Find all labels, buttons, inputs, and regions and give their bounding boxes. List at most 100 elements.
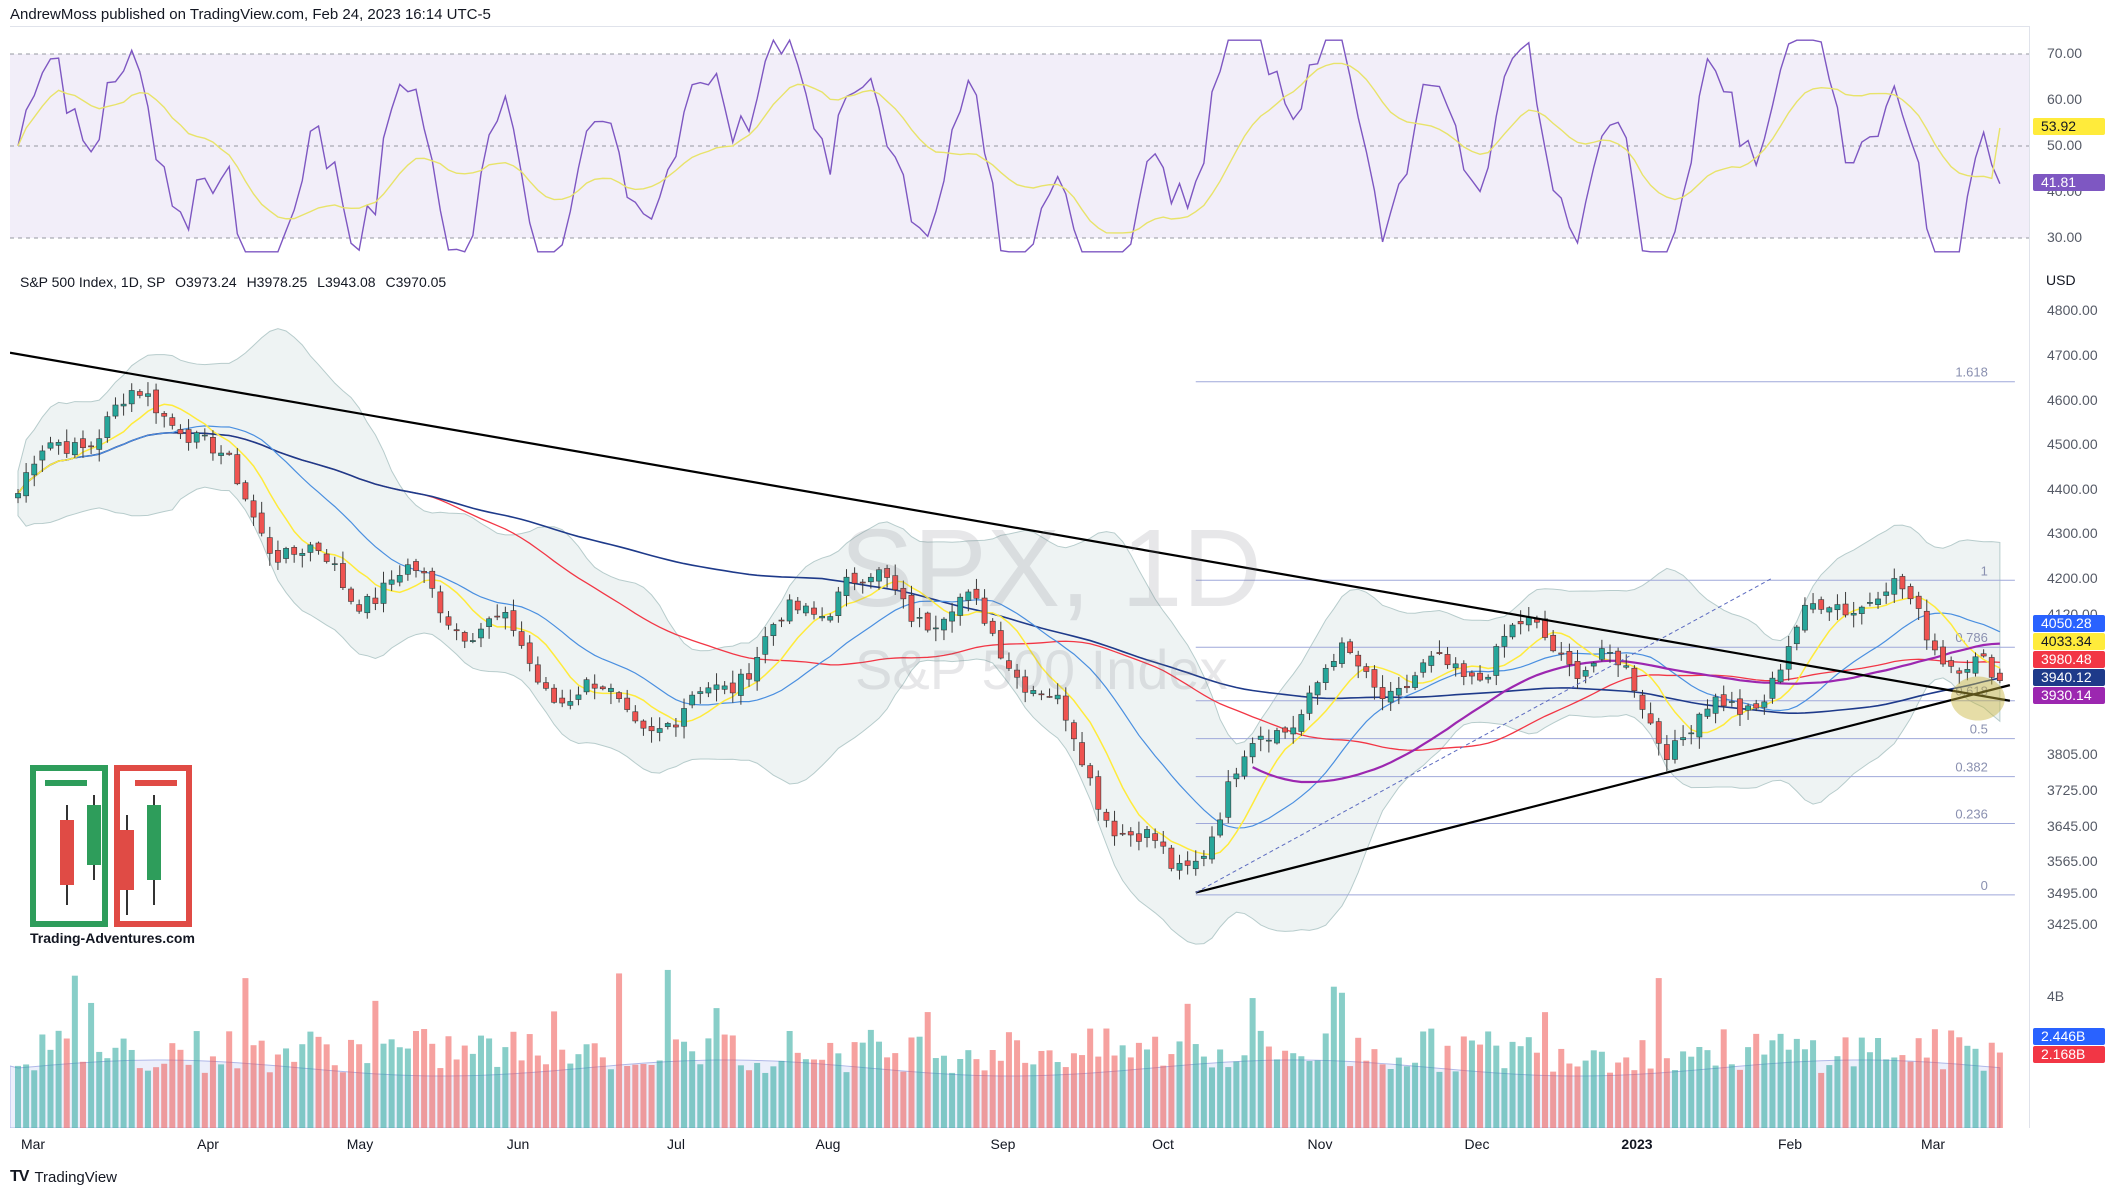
volume-bar bbox=[1282, 1050, 1289, 1128]
volume-bar bbox=[153, 1067, 160, 1128]
volume-bar bbox=[1460, 1036, 1467, 1128]
volume-bar bbox=[63, 1038, 70, 1128]
x-axis-label: Apr bbox=[197, 1136, 219, 1152]
volume-bar bbox=[624, 1065, 631, 1128]
chart-legend[interactable]: S&P 500 Index, 1D, SP O3973.24 H3978.25 … bbox=[20, 274, 452, 290]
candle-body bbox=[1046, 696, 1053, 698]
candle-body bbox=[1826, 607, 1833, 613]
candle-body bbox=[1127, 831, 1134, 836]
volume-bar bbox=[494, 1066, 501, 1128]
x-axis-label: Mar bbox=[20, 1136, 46, 1152]
volume-bar bbox=[1452, 1071, 1459, 1128]
candle-body bbox=[1209, 836, 1215, 860]
candle-body bbox=[1404, 685, 1410, 689]
candle-body bbox=[71, 442, 78, 456]
volume-bar bbox=[794, 1052, 801, 1128]
volume-bar bbox=[1273, 1059, 1280, 1128]
candle-body bbox=[193, 432, 200, 443]
volume-bar bbox=[250, 1045, 257, 1128]
candle-body bbox=[1915, 595, 1922, 609]
candle-body bbox=[1282, 727, 1289, 733]
candle-body bbox=[153, 389, 159, 414]
candle-body bbox=[469, 640, 476, 642]
volume-bar bbox=[859, 1042, 866, 1128]
price-axis[interactable] bbox=[2029, 26, 2111, 1128]
candle-body bbox=[1883, 591, 1890, 596]
volume-bar bbox=[1192, 1044, 1199, 1128]
candle-body bbox=[120, 403, 127, 407]
candle-body bbox=[1631, 667, 1638, 692]
candle-body bbox=[786, 599, 793, 622]
footer[interactable]: TV TradingView bbox=[10, 1168, 117, 1186]
candle-body bbox=[161, 413, 168, 417]
candle-body bbox=[843, 576, 850, 597]
volume-bar bbox=[648, 1064, 655, 1128]
volume-bar bbox=[274, 1054, 281, 1128]
volume-bar bbox=[1517, 1046, 1524, 1128]
candle-body bbox=[1233, 773, 1240, 780]
candle-body bbox=[1956, 670, 1963, 674]
volume-bar bbox=[1176, 1041, 1183, 1128]
volume-bar bbox=[339, 1072, 346, 1128]
candle-body bbox=[1444, 654, 1451, 666]
volume-bar bbox=[1005, 1032, 1012, 1128]
candle-body bbox=[965, 591, 972, 601]
candle-body bbox=[851, 572, 858, 584]
x-axis-label: 2023 bbox=[1621, 1136, 1653, 1152]
candle-body bbox=[656, 728, 663, 733]
volume-bar bbox=[1225, 1067, 1232, 1128]
candle-body bbox=[218, 452, 224, 456]
volume-bar bbox=[949, 1072, 956, 1128]
candle-body bbox=[664, 723, 671, 727]
price-tick-label: 3495.00 bbox=[2047, 884, 2098, 901]
volume-bar bbox=[128, 1049, 135, 1128]
candle-body bbox=[1379, 687, 1386, 699]
volume-bar bbox=[770, 1066, 777, 1128]
candle-body bbox=[1071, 722, 1077, 740]
rsi-ma-line bbox=[17, 62, 2001, 234]
volume-bar bbox=[1525, 1037, 1532, 1128]
candle-body bbox=[1923, 610, 1930, 641]
volume-bar bbox=[161, 1063, 168, 1128]
volume-bar bbox=[1168, 1054, 1175, 1128]
rsi-tick-label: 60.00 bbox=[2047, 91, 2083, 107]
volume-bar bbox=[1200, 1056, 1207, 1128]
volume-bar bbox=[892, 1053, 899, 1128]
rsi-pane[interactable] bbox=[10, 26, 2110, 265]
candle-body bbox=[136, 391, 143, 396]
candle-body bbox=[388, 579, 395, 585]
volume-bar bbox=[429, 1043, 436, 1128]
volume-bar bbox=[1184, 1003, 1191, 1128]
volume-bar bbox=[193, 1031, 200, 1128]
volume-bar bbox=[1696, 1046, 1703, 1128]
candle-body bbox=[1249, 743, 1256, 758]
price-tick-label: 3425.00 bbox=[2047, 915, 2098, 932]
volume-bar bbox=[1054, 1062, 1061, 1128]
volume-bar bbox=[1322, 1033, 1329, 1128]
candle-body bbox=[1834, 604, 1841, 611]
candle-body bbox=[15, 493, 21, 499]
volume-bar bbox=[291, 1061, 298, 1128]
x-axis-label: May bbox=[346, 1136, 374, 1152]
volume-bar bbox=[1907, 1061, 1914, 1128]
candle-body bbox=[867, 576, 874, 583]
candle-body bbox=[1574, 660, 1581, 679]
candle-body bbox=[128, 390, 135, 405]
volume-bar bbox=[973, 1059, 980, 1128]
candle-body bbox=[1785, 646, 1792, 670]
volume-bar bbox=[1931, 1029, 1938, 1128]
volume-bar bbox=[348, 1039, 355, 1128]
candle-body bbox=[721, 685, 728, 690]
volume-bar bbox=[1379, 1064, 1386, 1128]
tradingview-logo-icon: TV bbox=[10, 1168, 29, 1185]
volume-pane[interactable] bbox=[10, 958, 2110, 1128]
candle-body bbox=[811, 607, 817, 615]
volume-bar bbox=[477, 1035, 484, 1128]
candle-body bbox=[177, 429, 184, 435]
price-tag: 3940.12 bbox=[2033, 669, 2105, 686]
volume-bar bbox=[1022, 1062, 1029, 1128]
candle-body bbox=[827, 616, 834, 621]
candle-body bbox=[1590, 662, 1597, 667]
candle-body bbox=[1079, 742, 1085, 766]
